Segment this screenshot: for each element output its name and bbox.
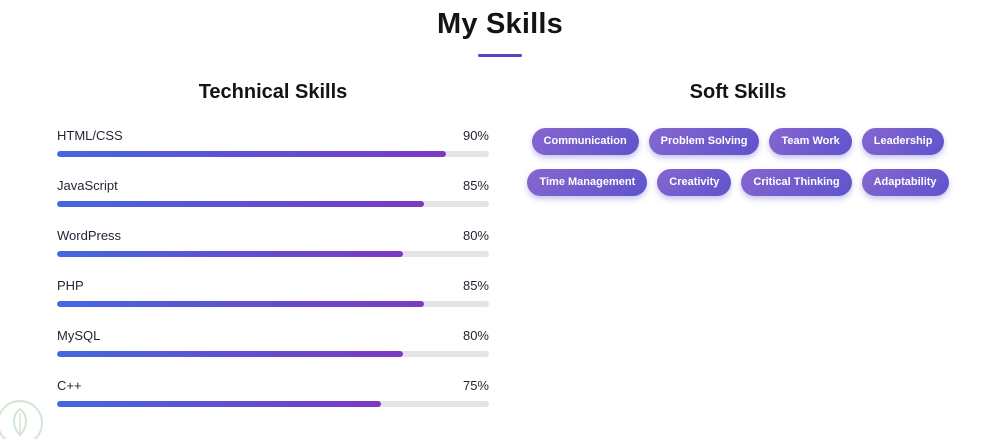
skill-percent: 85%: [462, 178, 489, 193]
skills-columns: Technical Skills HTML/CSS 90% JavaScript…: [0, 81, 1000, 428]
technical-skills-column: Technical Skills HTML/CSS 90% JavaScript…: [57, 81, 489, 428]
skill-bar-track: [57, 301, 489, 307]
skill-name: MySQL: [57, 328, 101, 343]
soft-skill-badge: Problem Solving: [648, 128, 760, 155]
soft-skills-column: Soft Skills Communication Problem Solvin…: [523, 81, 953, 428]
skill-bar-fill: [57, 151, 446, 157]
skill-name: PHP: [57, 278, 84, 293]
skill-bar-fill: [57, 251, 403, 257]
soft-skill-badge: Creativity: [657, 169, 732, 196]
soft-skill-badge: Time Management: [527, 169, 648, 196]
skill-row: C++ 75%: [57, 378, 489, 407]
skill-row-header: MySQL 80%: [57, 328, 489, 343]
skill-bar-fill: [57, 401, 381, 407]
soft-skill-badge: Team Work: [769, 128, 852, 155]
skill-name: C++: [57, 378, 82, 393]
skill-row: JavaScript 85%: [57, 178, 489, 207]
technical-skills-heading: Technical Skills: [198, 81, 348, 103]
skill-bar-track: [57, 351, 489, 357]
skill-bar-track: [57, 251, 489, 257]
skill-row-header: WordPress 80%: [57, 228, 489, 243]
soft-skill-badge: Adaptability: [861, 169, 949, 196]
skill-name: JavaScript: [57, 178, 118, 193]
skill-percent: 85%: [462, 278, 489, 293]
skill-bar-fill: [57, 201, 425, 207]
title-underline: [478, 54, 522, 57]
skill-percent: 90%: [462, 128, 489, 143]
page-title: My Skills: [437, 8, 563, 40]
soft-skills-heading: Soft Skills: [689, 81, 787, 103]
skill-percent: 80%: [462, 228, 489, 243]
soft-skill-badge: Leadership: [861, 128, 945, 155]
soft-skills-row-1: Communication Problem Solving Team Work …: [523, 128, 953, 155]
skill-row-header: C++ 75%: [57, 378, 489, 393]
skill-row-header: JavaScript 85%: [57, 178, 489, 193]
skill-row: MySQL 80%: [57, 328, 489, 357]
skill-percent: 75%: [462, 378, 489, 393]
soft-skill-badge: Communication: [531, 128, 639, 155]
skill-bar-track: [57, 151, 489, 157]
skill-row-header: PHP 85%: [57, 278, 489, 293]
skill-row-header: HTML/CSS 90%: [57, 128, 489, 143]
skill-row: WordPress 80%: [57, 228, 489, 257]
skill-name: WordPress: [57, 228, 122, 243]
skill-bar-track: [57, 401, 489, 407]
skill-name: HTML/CSS: [57, 128, 123, 143]
leaf-logo-icon: [0, 397, 46, 439]
skill-bar-track: [57, 201, 489, 207]
soft-skill-badge: Critical Thinking: [741, 169, 852, 196]
skill-row: PHP 85%: [57, 278, 489, 307]
skill-percent: 80%: [462, 328, 489, 343]
soft-skills-row-2: Time Management Creativity Critical Thin…: [523, 169, 953, 196]
skill-bar-fill: [57, 301, 425, 307]
skill-bar-fill: [57, 351, 403, 357]
skill-row: HTML/CSS 90%: [57, 128, 489, 157]
